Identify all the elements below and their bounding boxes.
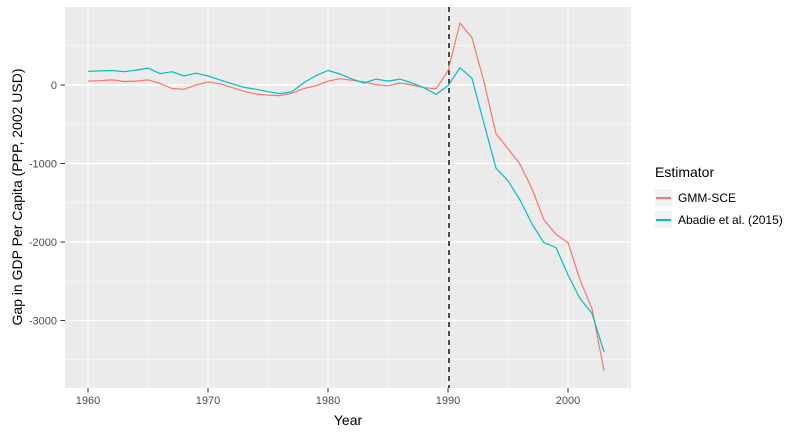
panel-background (65, 7, 631, 388)
x-tick-label-1960: 1960 (76, 395, 100, 407)
legend-item-abadie: Abadie et al. (2015) (655, 211, 783, 228)
x-tick-label-1990: 1990 (436, 395, 460, 407)
legend: Estimator GMM-SCE Abadie et al. (2015) (655, 164, 783, 233)
y-tick-label-0: 0 (51, 80, 57, 92)
legend-label-abadie: Abadie et al. (2015) (678, 212, 783, 227)
y-tick-label--2000: -2000 (29, 237, 57, 249)
series-line-abadie (87, 67, 605, 353)
x-axis-title: Year (333, 412, 363, 428)
legend-label-gmm-sce: GMM-SCE (678, 190, 736, 205)
y-tick-label--3000: -3000 (29, 316, 57, 328)
y-axis-title: Gap in GDP Per Capita (PPP, 2002 USD) (9, 68, 25, 326)
legend-title: Estimator (655, 164, 715, 180)
x-tick-label-1970: 1970 (196, 395, 220, 407)
legend-key-line-icon (656, 218, 671, 221)
y-tick-label--1000: -1000 (29, 159, 57, 171)
x-tick-label-2000: 2000 (556, 395, 580, 407)
series-line-gmm-sce (87, 22, 605, 371)
legend-key-abadie (655, 211, 672, 228)
legend-key-line-icon (656, 196, 671, 199)
x-tick-label-1980: 1980 (316, 395, 340, 407)
legend-item-gmm-sce: GMM-SCE (655, 189, 783, 206)
legend-key-gmm-sce (655, 189, 672, 206)
